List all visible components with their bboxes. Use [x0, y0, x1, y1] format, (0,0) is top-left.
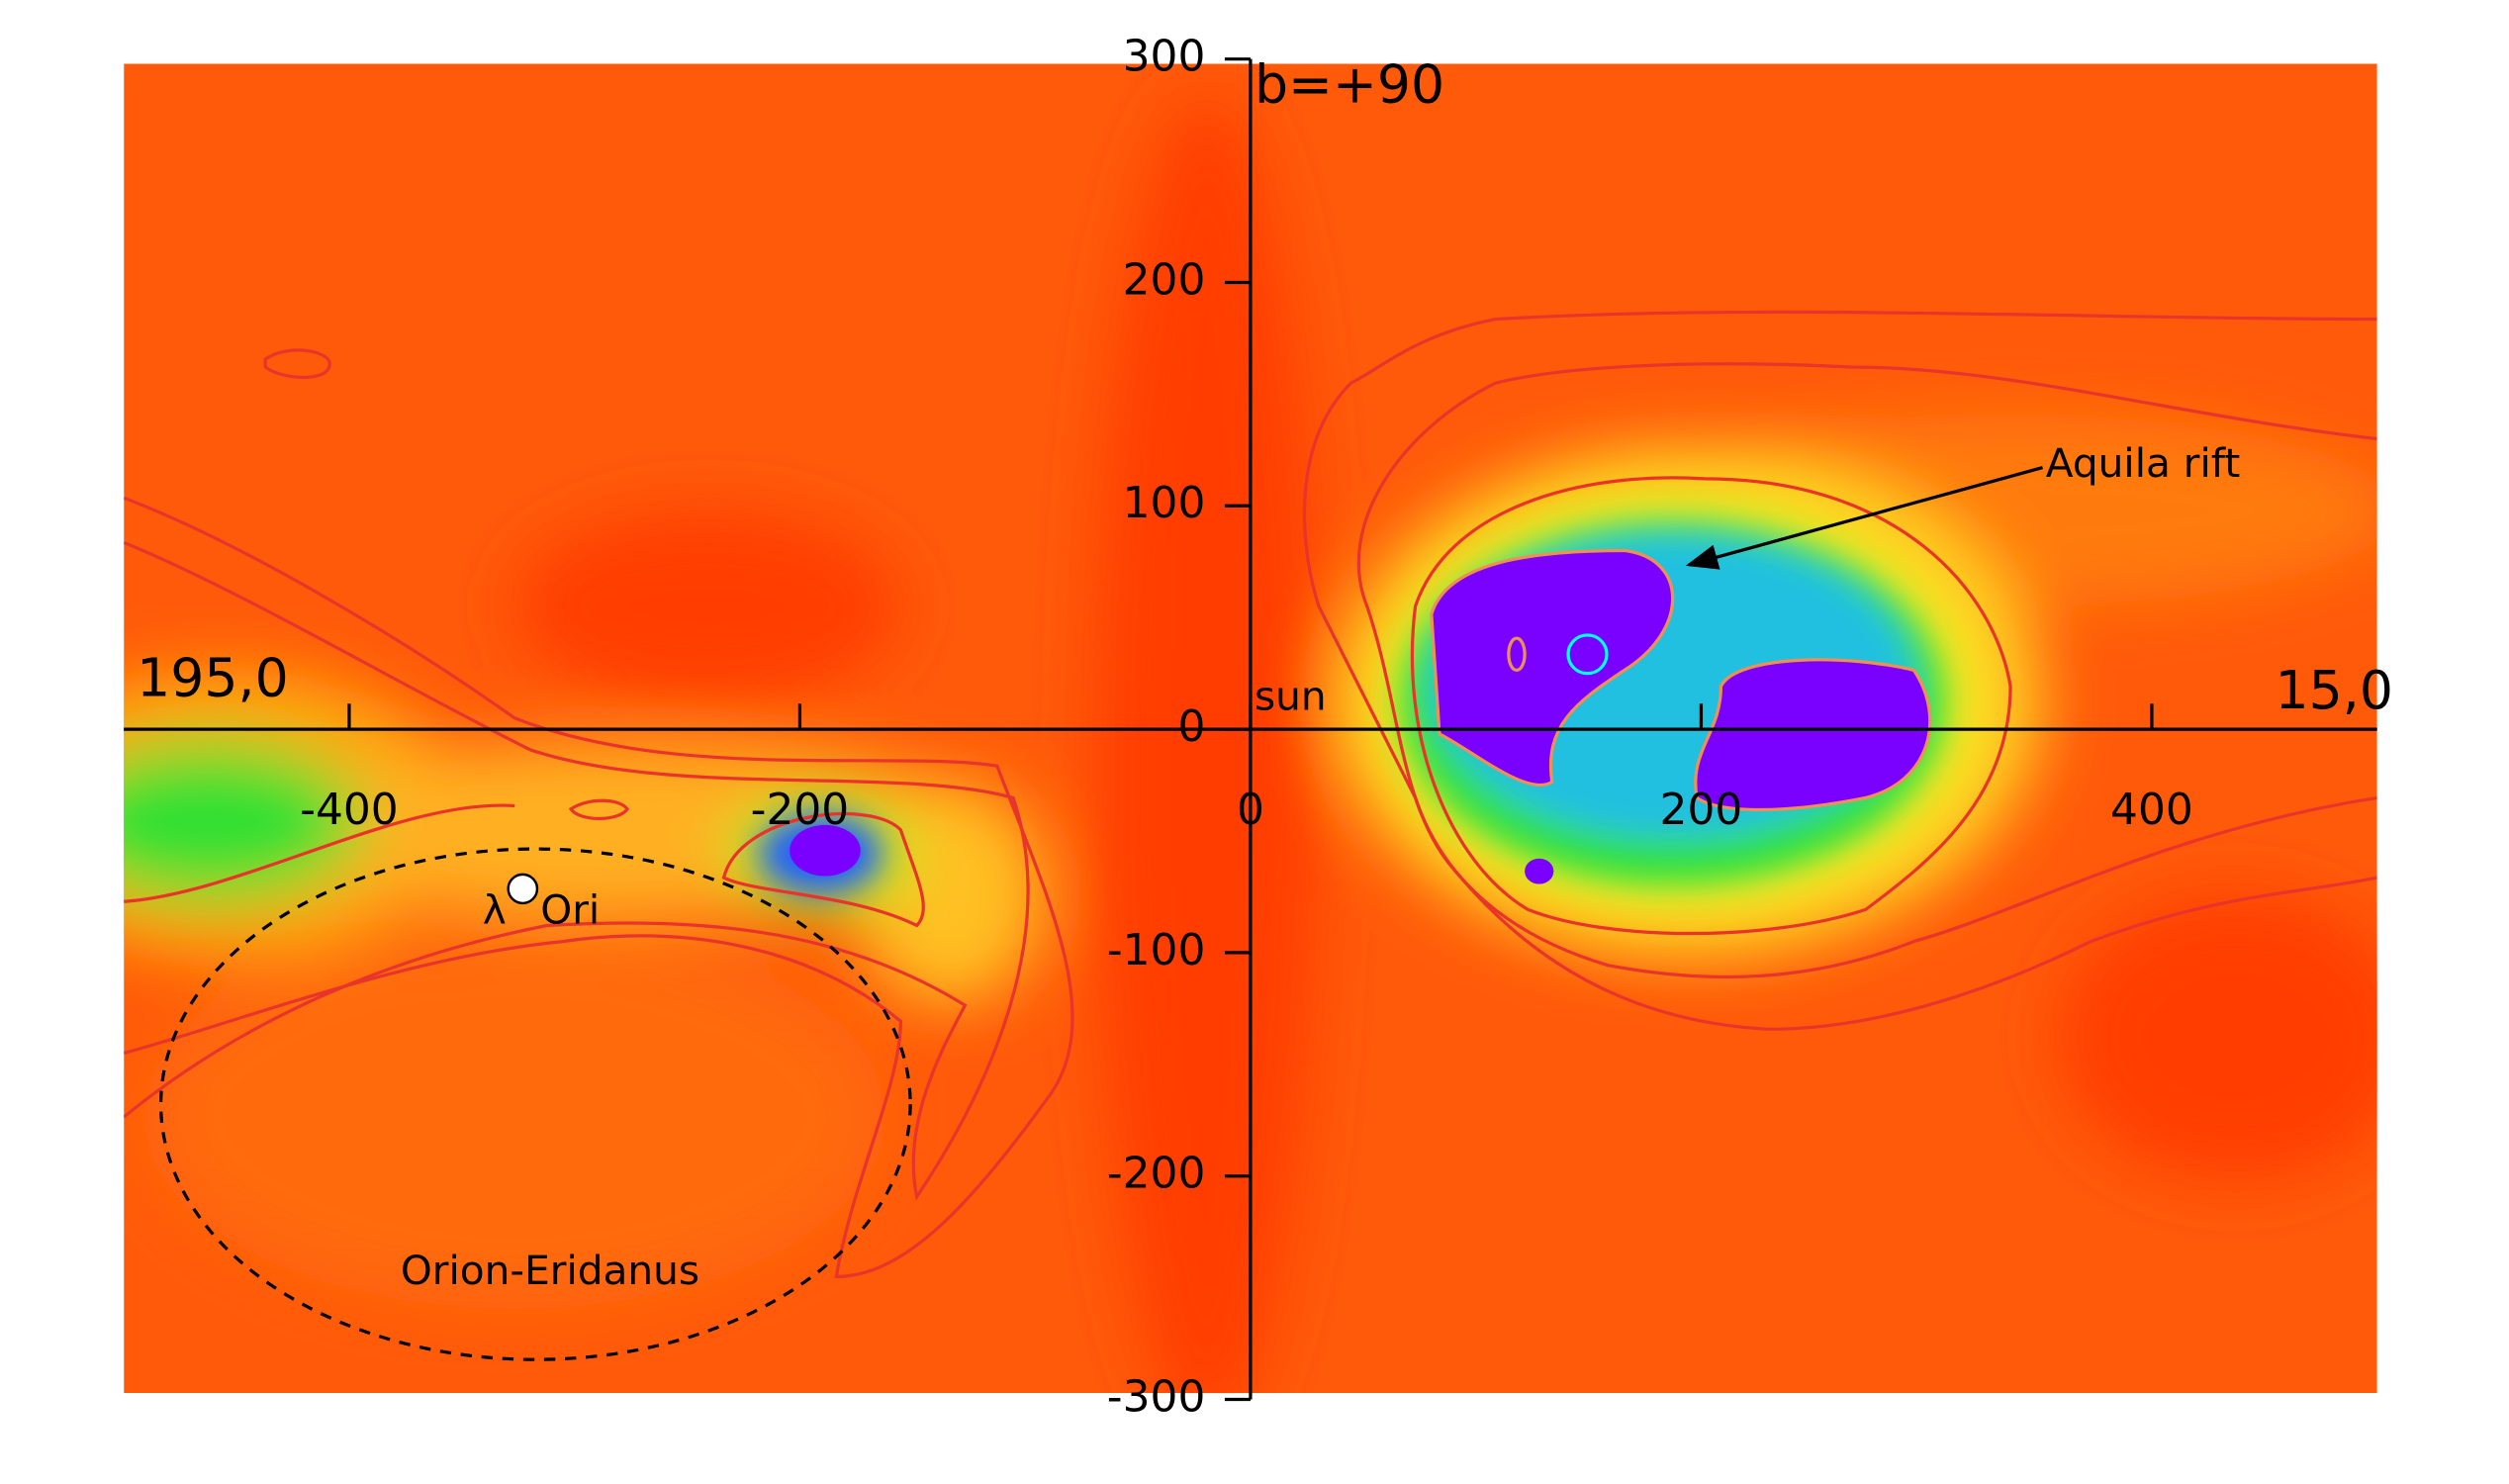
x-tick-label: -400 [300, 785, 399, 835]
inner-contours [1430, 548, 1932, 812]
annotation: Orion-Eridanus [401, 1247, 699, 1294]
y-tick-label: 0 [1177, 701, 1205, 752]
y-tick-label: 200 [1123, 255, 1206, 306]
y-tick-label: 100 [1123, 478, 1206, 528]
annotation: λ [483, 886, 507, 934]
annotation: b=+90 [1254, 52, 1444, 115]
contours [124, 310, 2377, 1278]
orion-eridanus-outline [158, 847, 912, 1361]
y-tick-label: -200 [1107, 1149, 1206, 1199]
y-tick-label: 300 [1123, 32, 1206, 82]
annotation: Aquila rift [2046, 439, 2241, 487]
x-tick-label: 200 [1660, 785, 1743, 835]
x-tick-label: 400 [2110, 785, 2193, 835]
annotation: sun [1254, 673, 1327, 720]
annotation: 15,0 [2276, 659, 2393, 721]
x-tick-label: 0 [1237, 785, 1264, 835]
lambda-ori-marker [507, 873, 539, 905]
annotation: 195,0 [137, 646, 289, 708]
y-tick-label: -100 [1107, 925, 1206, 975]
axes: -400 -200 0 200 400 -300 -200 -100 0 100 200 300 195… [124, 32, 2393, 1423]
y-tick-label: -300 [1107, 1372, 1206, 1423]
annotation: Ori [540, 886, 600, 934]
aquila-arrow [1685, 466, 2043, 570]
heatmap [124, 63, 2377, 1394]
heatmap-peak [790, 550, 1930, 884]
x-tick-label: -200 [751, 785, 850, 835]
